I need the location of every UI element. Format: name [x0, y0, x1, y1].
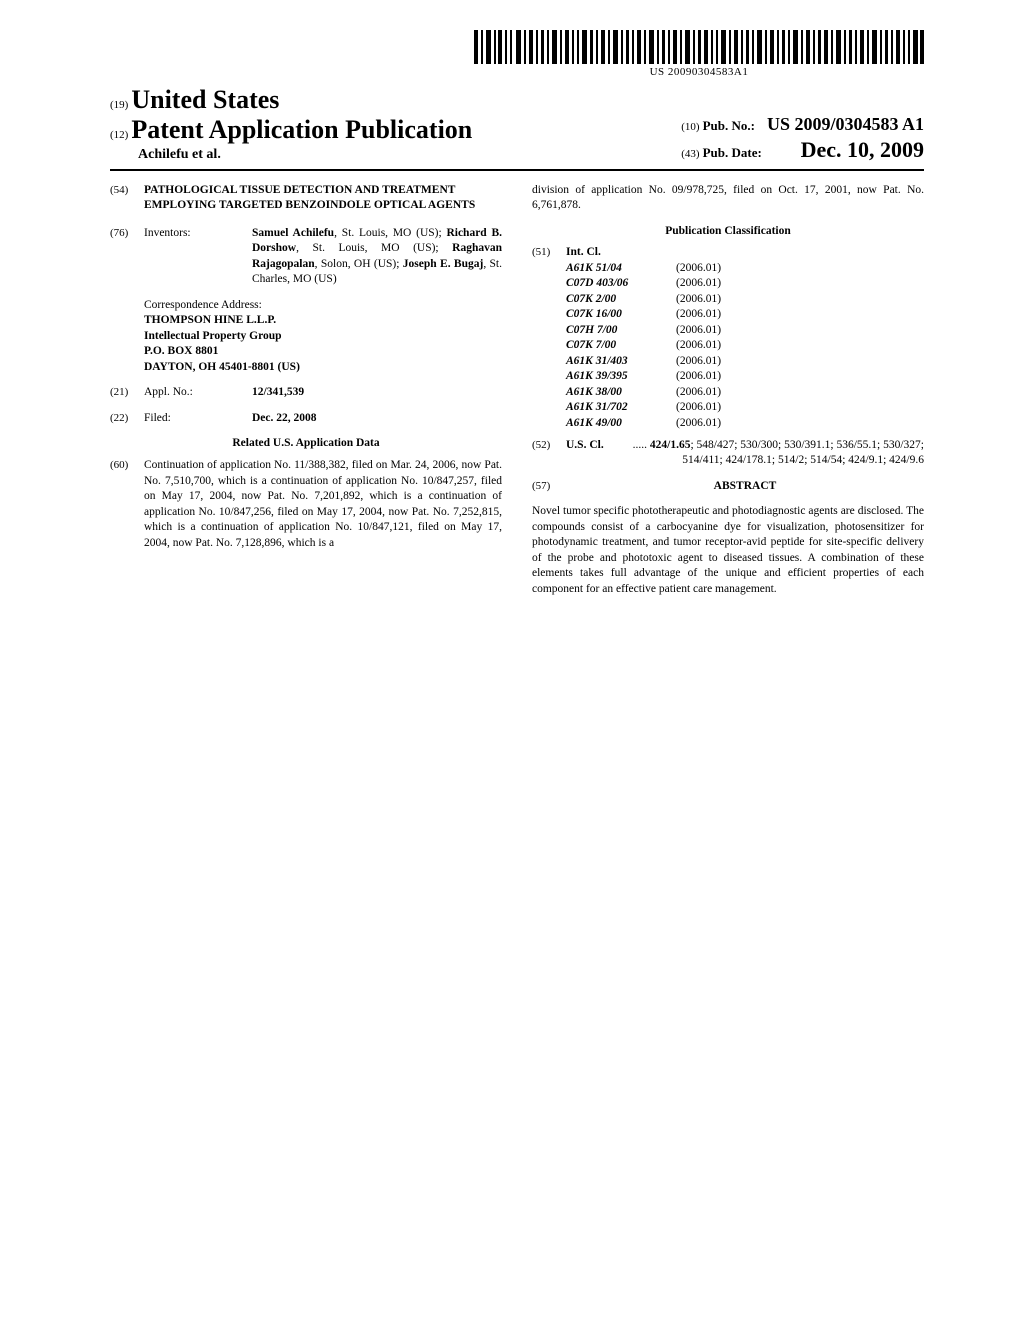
applno-value: 12/341,539 — [252, 386, 304, 398]
intcl-version-cell: (2006.01) — [676, 354, 766, 370]
uscl-code: (52) — [532, 438, 566, 469]
intcl-code-cell: C07K 2/00 — [566, 292, 676, 308]
applno-code: (21) — [110, 385, 144, 401]
intcl-version-cell: (2006.01) — [676, 338, 766, 354]
intcl-version-cell: (2006.01) — [676, 292, 766, 308]
intcl-row: C07D 403/06(2006.01) — [566, 276, 924, 292]
filed-label: Filed: — [144, 411, 252, 427]
intcl-code-cell: A61K 51/04 — [566, 261, 676, 277]
pubno-value: US 2009/0304583 A1 — [767, 114, 924, 134]
country-code: (19) — [110, 99, 128, 111]
correspondence-line-3: DAYTON, OH 45401-8801 (US) — [144, 361, 300, 373]
related-code: (60) — [110, 458, 144, 551]
barcode: US 20090304583A1 — [474, 30, 924, 78]
pubno-label: Pub. No.: — [703, 118, 755, 133]
intcl-version-cell: (2006.01) — [676, 307, 766, 323]
correspondence-line-1: Intellectual Property Group — [144, 330, 282, 342]
pub-type: Patent Application Publication — [131, 115, 472, 144]
filed-value: Dec. 22, 2008 — [252, 412, 317, 424]
intcl-code-cell: A61K 31/702 — [566, 400, 676, 416]
uscl-value: ..... 424/1.65; 548/427; 530/300; 530/39… — [607, 438, 924, 469]
intcl-version-cell: (2006.01) — [676, 385, 766, 401]
correspondence-label: Correspondence Address: — [144, 298, 502, 314]
intcl-code-cell: C07K 16/00 — [566, 307, 676, 323]
uscl-label: U.S. Cl. — [566, 439, 604, 451]
pubdate-code: (43) — [681, 148, 699, 160]
inventors-value: Samuel Achilefu, St. Louis, MO (US); Ric… — [252, 226, 502, 288]
correspondence-block: Correspondence Address: THOMPSON HINE L.… — [144, 298, 502, 376]
intcl-row: A61K 38/00(2006.01) — [566, 385, 924, 401]
barcode-svg — [474, 30, 924, 64]
intcl-code-cell: C07D 403/06 — [566, 276, 676, 292]
related-text: Continuation of application No. 11/388,3… — [144, 458, 502, 551]
invention-title: PATHOLOGICAL TISSUE DETECTION AND TREATM… — [144, 183, 502, 214]
abstract-label: ABSTRACT — [714, 480, 777, 492]
left-column: (54) PATHOLOGICAL TISSUE DETECTION AND T… — [110, 183, 502, 597]
pubdate-label: Pub. Date: — [703, 145, 762, 160]
intcl-version-cell: (2006.01) — [676, 400, 766, 416]
header: (19) United States (12) Patent Applicati… — [110, 85, 924, 163]
barcode-area: US 20090304583A1 — [110, 30, 924, 79]
intcl-row: C07K 7/00(2006.01) — [566, 338, 924, 354]
intcl-row: C07K 16/00(2006.01) — [566, 307, 924, 323]
intcl-row: A61K 49/00(2006.01) — [566, 416, 924, 432]
country: United States — [131, 85, 279, 114]
pubno-code: (10) — [681, 121, 699, 133]
pub-type-code: (12) — [110, 129, 128, 141]
intcl-row: A61K 31/403(2006.01) — [566, 354, 924, 370]
pubclass-heading: Publication Classification — [532, 224, 924, 240]
intcl-code-cell: C07K 7/00 — [566, 338, 676, 354]
intcl-row: A61K 39/395(2006.01) — [566, 369, 924, 385]
intcl-version-cell: (2006.01) — [676, 261, 766, 277]
inventors-label: Inventors: — [144, 226, 252, 288]
intcl-label: Int. Cl. — [566, 246, 601, 258]
related-heading: Related U.S. Application Data — [110, 436, 502, 452]
abstract-text: Novel tumor specific phototherapeutic an… — [532, 504, 924, 597]
filed-code: (22) — [110, 411, 144, 427]
intcl-code-cell: C07H 7/00 — [566, 323, 676, 339]
intcl-row: A61K 31/702(2006.01) — [566, 400, 924, 416]
intcl-version-cell: (2006.01) — [676, 369, 766, 385]
related-continuation: division of application No. 09/978,725, … — [532, 183, 924, 214]
intcl-code-cell: A61K 49/00 — [566, 416, 676, 432]
intcl-version-cell: (2006.01) — [676, 416, 766, 432]
intcl-row: A61K 51/04(2006.01) — [566, 261, 924, 277]
barcode-text: US 20090304583A1 — [474, 66, 924, 78]
divider — [110, 169, 924, 171]
intcl-row: C07K 2/00(2006.01) — [566, 292, 924, 308]
pubdate-value: Dec. 10, 2009 — [801, 137, 924, 163]
inventors-code: (76) — [110, 226, 144, 288]
title-code: (54) — [110, 183, 144, 214]
correspondence-line-0: THOMPSON HINE L.L.P. — [144, 314, 276, 326]
intcl-version-cell: (2006.01) — [676, 276, 766, 292]
intcl-version-cell: (2006.01) — [676, 323, 766, 339]
authors-short: Achilefu et al. — [138, 147, 472, 163]
correspondence-line-2: P.O. BOX 8801 — [144, 345, 218, 357]
intcl-table: A61K 51/04(2006.01)C07D 403/06(2006.01)C… — [566, 261, 924, 432]
applno-label: Appl. No.: — [144, 385, 252, 401]
abstract-code: (57) — [532, 479, 566, 495]
intcl-code-cell: A61K 39/395 — [566, 369, 676, 385]
intcl-row: C07H 7/00(2006.01) — [566, 323, 924, 339]
right-column: division of application No. 09/978,725, … — [532, 183, 924, 597]
intcl-code-cell: A61K 31/403 — [566, 354, 676, 370]
intcl-code: (51) — [532, 245, 566, 431]
intcl-code-cell: A61K 38/00 — [566, 385, 676, 401]
